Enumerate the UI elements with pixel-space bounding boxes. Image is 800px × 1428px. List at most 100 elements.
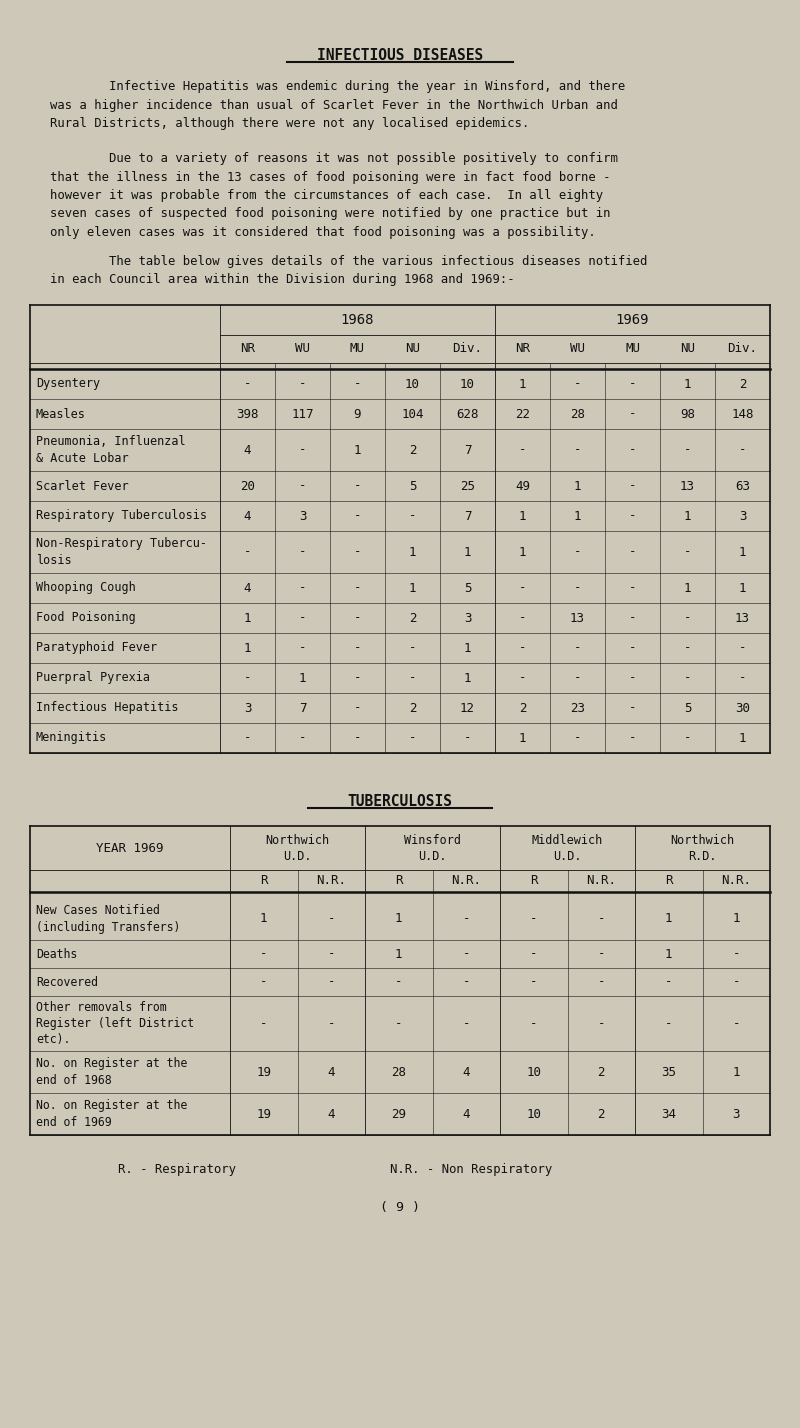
Text: Infective Hepatitis was endemic during the year in Winsford, and there
was a hig: Infective Hepatitis was endemic during t…: [50, 80, 626, 130]
Text: -: -: [354, 611, 362, 624]
Text: -: -: [354, 377, 362, 390]
Text: -: -: [629, 545, 636, 558]
Text: 1: 1: [244, 611, 251, 624]
Text: -: -: [518, 641, 526, 654]
Text: 1: 1: [395, 948, 402, 961]
Text: -: -: [464, 731, 471, 744]
Text: -: -: [354, 701, 362, 714]
Text: -: -: [629, 671, 636, 684]
Text: -: -: [738, 444, 746, 457]
Text: Dysentery: Dysentery: [36, 377, 100, 390]
Text: 1: 1: [409, 545, 416, 558]
Text: -: -: [574, 641, 582, 654]
Text: 3: 3: [464, 611, 471, 624]
Text: -: -: [462, 975, 470, 988]
Text: -: -: [327, 948, 335, 961]
Text: 35: 35: [662, 1065, 676, 1078]
Text: 1: 1: [684, 510, 691, 523]
Text: -: -: [244, 377, 251, 390]
Text: -: -: [530, 975, 538, 988]
Text: Meningitis: Meningitis: [36, 731, 107, 744]
Text: 12: 12: [460, 701, 475, 714]
Text: No. on Register at the
end of 1969: No. on Register at the end of 1969: [36, 1100, 187, 1128]
Text: WU: WU: [570, 343, 585, 356]
Text: Pneumonia, Influenzal
& Acute Lobar: Pneumonia, Influenzal & Acute Lobar: [36, 436, 186, 466]
Text: Respiratory Tuberculosis: Respiratory Tuberculosis: [36, 510, 207, 523]
Text: 1: 1: [518, 545, 526, 558]
Text: 1: 1: [409, 581, 416, 594]
Text: NU: NU: [405, 343, 420, 356]
Text: Measles: Measles: [36, 407, 86, 420]
Text: -: -: [629, 407, 636, 420]
Text: 398: 398: [236, 407, 258, 420]
Text: -: -: [629, 701, 636, 714]
Text: 25: 25: [460, 480, 475, 493]
Text: Winsford
U.D.: Winsford U.D.: [404, 834, 461, 863]
Text: -: -: [574, 545, 582, 558]
Text: N.R.: N.R.: [451, 874, 482, 887]
Text: Due to a variety of reasons it was not possible positively to confirm
that the i: Due to a variety of reasons it was not p…: [50, 151, 618, 238]
Text: R: R: [665, 874, 673, 887]
Text: -: -: [665, 975, 673, 988]
Text: NR: NR: [515, 343, 530, 356]
Text: -: -: [298, 641, 306, 654]
Text: -: -: [298, 731, 306, 744]
Text: 10: 10: [460, 377, 475, 390]
Text: -: -: [733, 975, 740, 988]
Text: 1: 1: [738, 545, 746, 558]
Text: Northwich
R.D.: Northwich R.D.: [670, 834, 734, 863]
Text: 4: 4: [462, 1065, 470, 1078]
Text: -: -: [298, 611, 306, 624]
Text: 1: 1: [733, 912, 740, 925]
Text: -: -: [354, 671, 362, 684]
Text: 2: 2: [738, 377, 746, 390]
Text: 2: 2: [409, 444, 416, 457]
Text: 13: 13: [735, 611, 750, 624]
Text: -: -: [574, 377, 582, 390]
Text: Div.: Div.: [727, 343, 758, 356]
Text: 3: 3: [738, 510, 746, 523]
Text: -: -: [684, 545, 691, 558]
Text: YEAR 1969: YEAR 1969: [96, 841, 164, 854]
Text: 49: 49: [515, 480, 530, 493]
Text: -: -: [354, 480, 362, 493]
Text: 1969: 1969: [616, 313, 650, 327]
Text: -: -: [574, 671, 582, 684]
Text: -: -: [629, 510, 636, 523]
Text: 10: 10: [405, 377, 420, 390]
Text: 28: 28: [391, 1065, 406, 1078]
Text: -: -: [684, 731, 691, 744]
Text: 5: 5: [409, 480, 416, 493]
Text: -: -: [629, 377, 636, 390]
Text: 1: 1: [518, 377, 526, 390]
Text: 1: 1: [464, 671, 471, 684]
Text: 1: 1: [395, 912, 402, 925]
Text: Northwich
U.D.: Northwich U.D.: [266, 834, 330, 863]
Text: NR: NR: [240, 343, 255, 356]
Text: -: -: [260, 948, 267, 961]
Text: 4: 4: [244, 510, 251, 523]
Text: 2: 2: [598, 1065, 605, 1078]
Text: -: -: [629, 480, 636, 493]
Text: -: -: [354, 581, 362, 594]
Text: WU: WU: [295, 343, 310, 356]
Text: MU: MU: [625, 343, 640, 356]
Text: N.R.: N.R.: [586, 874, 616, 887]
Text: -: -: [260, 1017, 267, 1030]
Text: -: -: [598, 975, 605, 988]
Text: 1: 1: [574, 480, 582, 493]
Text: -: -: [462, 912, 470, 925]
Text: Paratyphoid Fever: Paratyphoid Fever: [36, 641, 157, 654]
Text: 117: 117: [291, 407, 314, 420]
Text: N.R.: N.R.: [722, 874, 751, 887]
Text: -: -: [409, 641, 416, 654]
Text: -: -: [598, 948, 605, 961]
Text: 34: 34: [662, 1108, 676, 1121]
Text: 5: 5: [464, 581, 471, 594]
Text: 4: 4: [244, 581, 251, 594]
Text: -: -: [629, 611, 636, 624]
Text: 4: 4: [327, 1108, 335, 1121]
Text: -: -: [327, 912, 335, 925]
Text: R: R: [530, 874, 538, 887]
Text: Div.: Div.: [453, 343, 482, 356]
